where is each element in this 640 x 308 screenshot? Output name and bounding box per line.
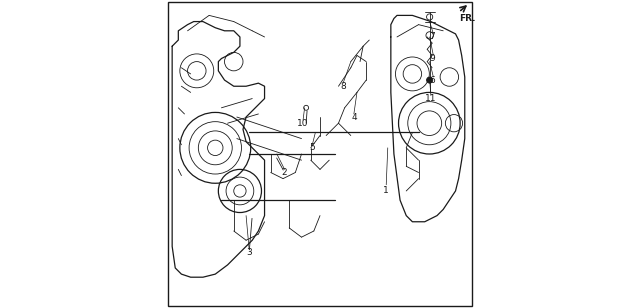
- Circle shape: [427, 77, 433, 83]
- Text: 11: 11: [424, 94, 436, 103]
- Text: 6: 6: [429, 75, 435, 85]
- Text: 9: 9: [429, 54, 435, 63]
- Text: FR.: FR.: [460, 14, 476, 23]
- Text: 10: 10: [298, 119, 309, 128]
- Text: 7: 7: [429, 32, 435, 42]
- Text: 1: 1: [383, 186, 389, 196]
- Text: 8: 8: [340, 82, 346, 91]
- Text: 5: 5: [309, 143, 315, 152]
- Text: 2: 2: [282, 168, 287, 177]
- Text: 3: 3: [246, 248, 252, 257]
- Text: 4: 4: [351, 112, 356, 122]
